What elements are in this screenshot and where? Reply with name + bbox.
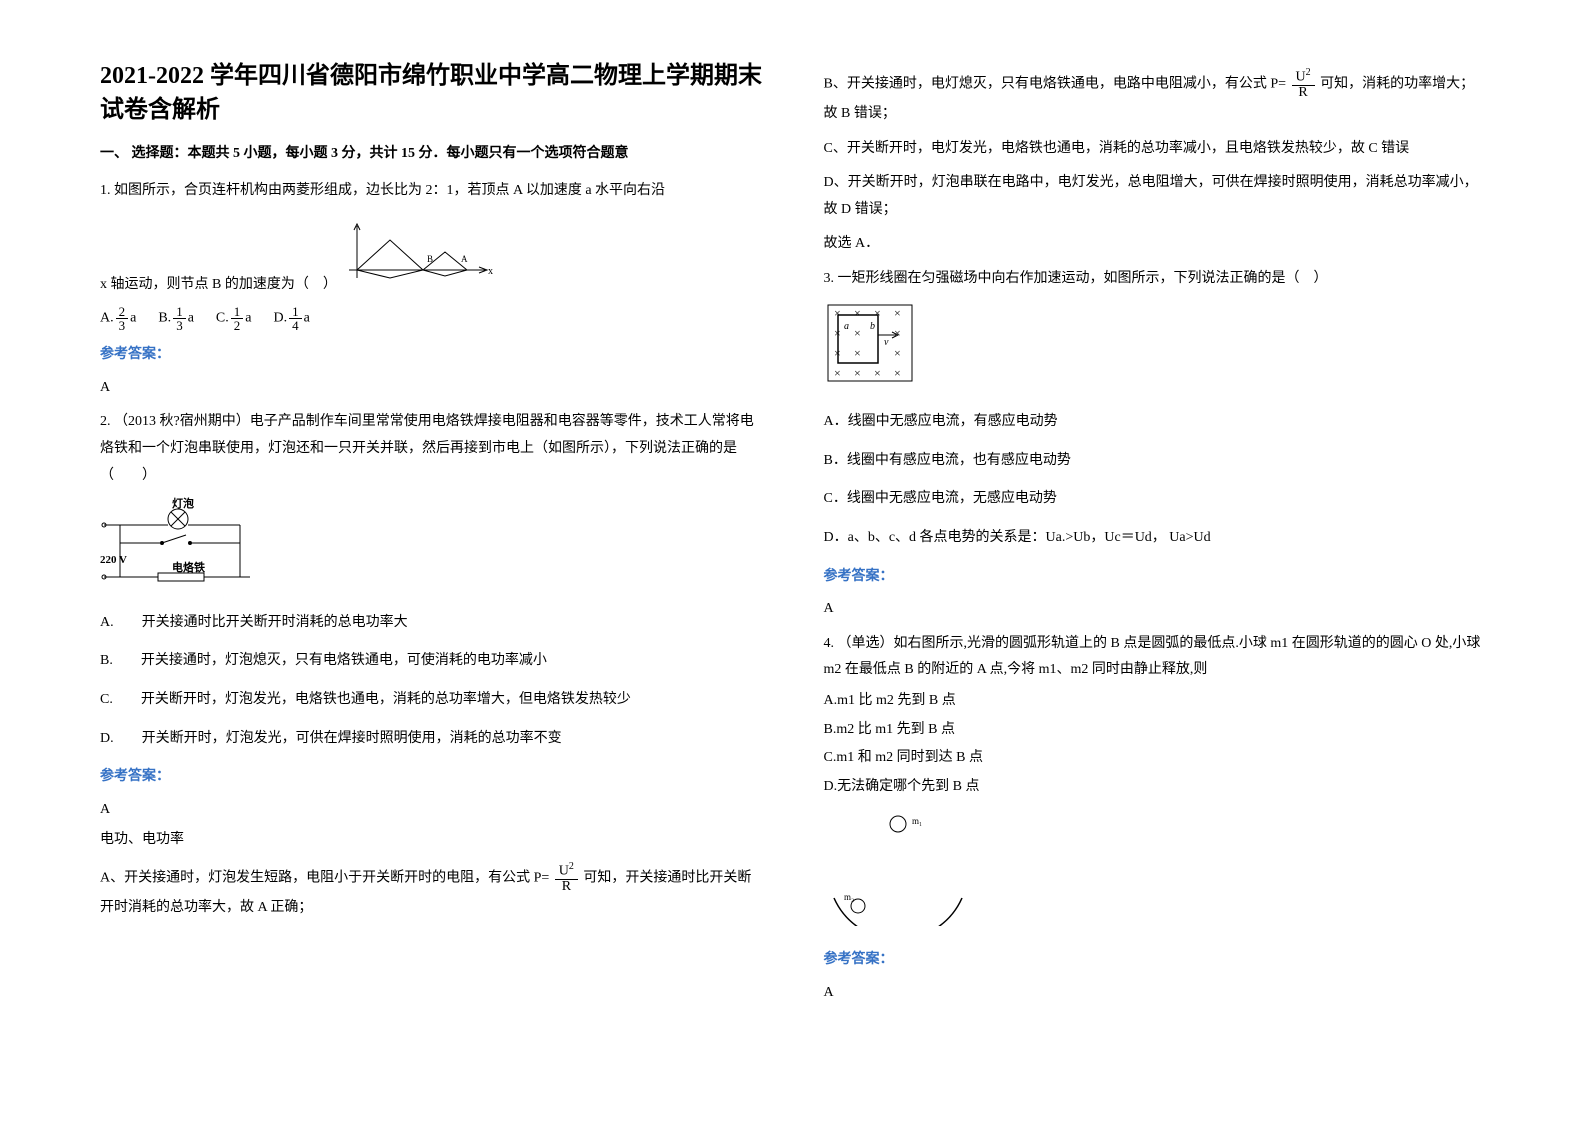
formula-u2r-2: U2 R <box>1292 68 1315 101</box>
q2-answer: A <box>100 797 764 824</box>
q2-options: A. 开关接通时比开关断开时消耗的总电功率大 B. 开关接通时，灯泡熄灭，只有电… <box>100 610 764 752</box>
q3-answer-label: 参考答案： <box>824 564 1488 591</box>
q1-point-b-label: B <box>427 254 433 264</box>
page: 2021-2022 学年四川省德阳市绵竹职业中学高二物理上学期期末试卷含解析 一… <box>0 0 1587 1122</box>
svg-text:×: × <box>834 366 841 380</box>
q2-explain-c: C、开关断开时，电灯发光，电烙铁也通电，消耗的总功率减小，且电烙铁发热较少，故 … <box>824 136 1488 163</box>
q2-explain-d: D、开关断开时，灯泡串联在电路中，电灯发光，总电阻增大，可供在焊接时照明使用，消… <box>824 170 1488 223</box>
svg-text:×: × <box>894 346 901 360</box>
q1-stem-line2: x 轴运动，则节点 B 的加速度为（ ） <box>100 272 337 299</box>
q2-bulb-label: 灯泡 <box>172 497 194 510</box>
q2-voltage-label: 220 V <box>100 554 127 566</box>
svg-text:×: × <box>894 306 901 320</box>
q3-answer: A <box>824 596 1488 623</box>
q4-options: A.m1 比 m2 先到 B 点 B.m2 比 m1 先到 B 点 C.m1 和… <box>824 688 1488 800</box>
svg-text:×: × <box>854 366 861 380</box>
svg-text:×: × <box>854 306 861 320</box>
q3-options: A．线圈中无感应电流，有感应电动势 B．线圈中有感应电流，也有感应电动势 C．线… <box>824 409 1488 551</box>
q4-answer: A <box>824 980 1488 1007</box>
q2-topic: 电功、电功率 <box>100 827 764 854</box>
left-column: 2021-2022 学年四川省德阳市绵竹职业中学高二物理上学期期末试卷含解析 一… <box>100 60 764 1082</box>
q1-stem-line1: 1. 如图所示，合页连杆机构由两菱形组成，边长比为 2：1，若顶点 A 以加速度… <box>100 178 764 205</box>
svg-text:×: × <box>874 306 881 320</box>
q2-iron-label: 电烙铁 <box>172 560 205 574</box>
q2-circuit-diagram: 灯泡 220 V <box>100 497 764 598</box>
q1-options: A.23a B.13a C.12a D.14a <box>100 305 764 332</box>
q1-opt-b: B.13a <box>158 305 194 332</box>
q1-point-a-label: A <box>461 254 468 264</box>
svg-text:×: × <box>834 346 841 360</box>
svg-text:×: × <box>854 346 861 360</box>
q1-answer-label: 参考答案： <box>100 342 764 369</box>
q4-opt-c: C.m1 和 m2 同时到达 B 点 <box>824 745 1488 772</box>
q4-opt-b: B.m2 比 m1 先到 B 点 <box>824 717 1488 744</box>
q1-opt-c: C.12a <box>216 305 252 332</box>
q1-diagram: x B A <box>345 218 495 293</box>
q2-conclude: 故选 A． <box>824 231 1488 258</box>
q3-opt-a: A．线圈中无感应电流，有感应电动势 <box>824 409 1488 436</box>
q3-opt-c: C．线圈中无感应电流，无感应电动势 <box>824 486 1488 513</box>
right-column: B、开关接通时，电灯熄灭，只有电烙铁通电，电路中电阻减小，有公式 P= U2 R… <box>824 60 1488 1082</box>
q2-opt-b: B. 开关接通时，灯泡熄灭，只有电烙铁通电，可使消耗的电功率减小 <box>100 648 764 675</box>
q2-stem: 2. （2013 秋?宿州期中）电子产品制作车间里常常使用电烙铁焊接电阻器和电容… <box>100 409 764 489</box>
svg-text:×: × <box>834 306 841 320</box>
q3-opt-b: B．线圈中有感应电流，也有感应电动势 <box>824 448 1488 475</box>
q4-m2-label: m₂ <box>844 892 854 902</box>
section-1-heading: 一、 选择题：本题共 5 小题，每小题 3 分，共计 15 分．每小题只有一个选… <box>100 141 764 168</box>
q3-opt-d: D．a、b、c、d 各点电势的关系是：Ua.>Ub，Uc＝Ud， Ua>Ud <box>824 525 1488 552</box>
q2-answer-label: 参考答案： <box>100 764 764 791</box>
q1-opt-d: D.14a <box>273 305 309 332</box>
q2-explain-a: A、开关接通时，灯泡发生短路，电阻小于开关断开时的电阻，有公式 P= U2 R … <box>100 862 764 922</box>
q1-axis-x-label: x <box>488 266 493 277</box>
q2-explain-b: B、开关接通时，电灯熄灭，只有电烙铁通电，电路中电阻减小，有公式 P= U2 R… <box>824 68 1488 128</box>
svg-text:×: × <box>894 366 901 380</box>
formula-u2r-1: U2 R <box>555 862 578 895</box>
svg-text:×: × <box>834 326 841 340</box>
q4-stem: 4. （单选）如右图所示,光滑的圆弧形轨道上的 B 点是圆弧的最低点.小球 m1… <box>824 631 1488 684</box>
q3-stem: 3. 一矩形线圈在匀强磁场中向右作加速运动，如图所示，下列说法正确的是（ ） <box>824 266 1488 293</box>
svg-text:×: × <box>874 366 881 380</box>
q1-opt-a: A.23a <box>100 305 136 332</box>
q4-opt-d: D.无法确定哪个先到 B 点 <box>824 774 1488 801</box>
q1-answer: A <box>100 375 764 402</box>
q4-m1-label: m₁ <box>912 816 922 826</box>
q2-opt-a: A. 开关接通时比开关断开时消耗的总电功率大 <box>100 610 764 637</box>
svg-text:×: × <box>854 326 861 340</box>
q3-label-b: b <box>870 321 875 332</box>
q4-opt-a: A.m1 比 m2 先到 B 点 <box>824 688 1488 715</box>
q3-label-v: v <box>884 337 889 348</box>
q4-diagram: m₁ m₂ <box>824 806 1488 937</box>
q4-answer-label: 参考答案： <box>824 947 1488 974</box>
exam-title: 2021-2022 学年四川省德阳市绵竹职业中学高二物理上学期期末试卷含解析 <box>100 60 764 127</box>
q2-opt-d: D. 开关断开时，灯泡发光，可供在焊接时照明使用，消耗的总功率不变 <box>100 726 764 753</box>
q3-label-a: a <box>844 321 849 332</box>
q2-opt-c: C. 开关断开时，灯泡发光，电烙铁也通电，消耗的总功率增大，但电烙铁发热较少 <box>100 687 764 714</box>
q3-diagram: × × × × × × × × × × × × a b v × × <box>824 301 1488 398</box>
